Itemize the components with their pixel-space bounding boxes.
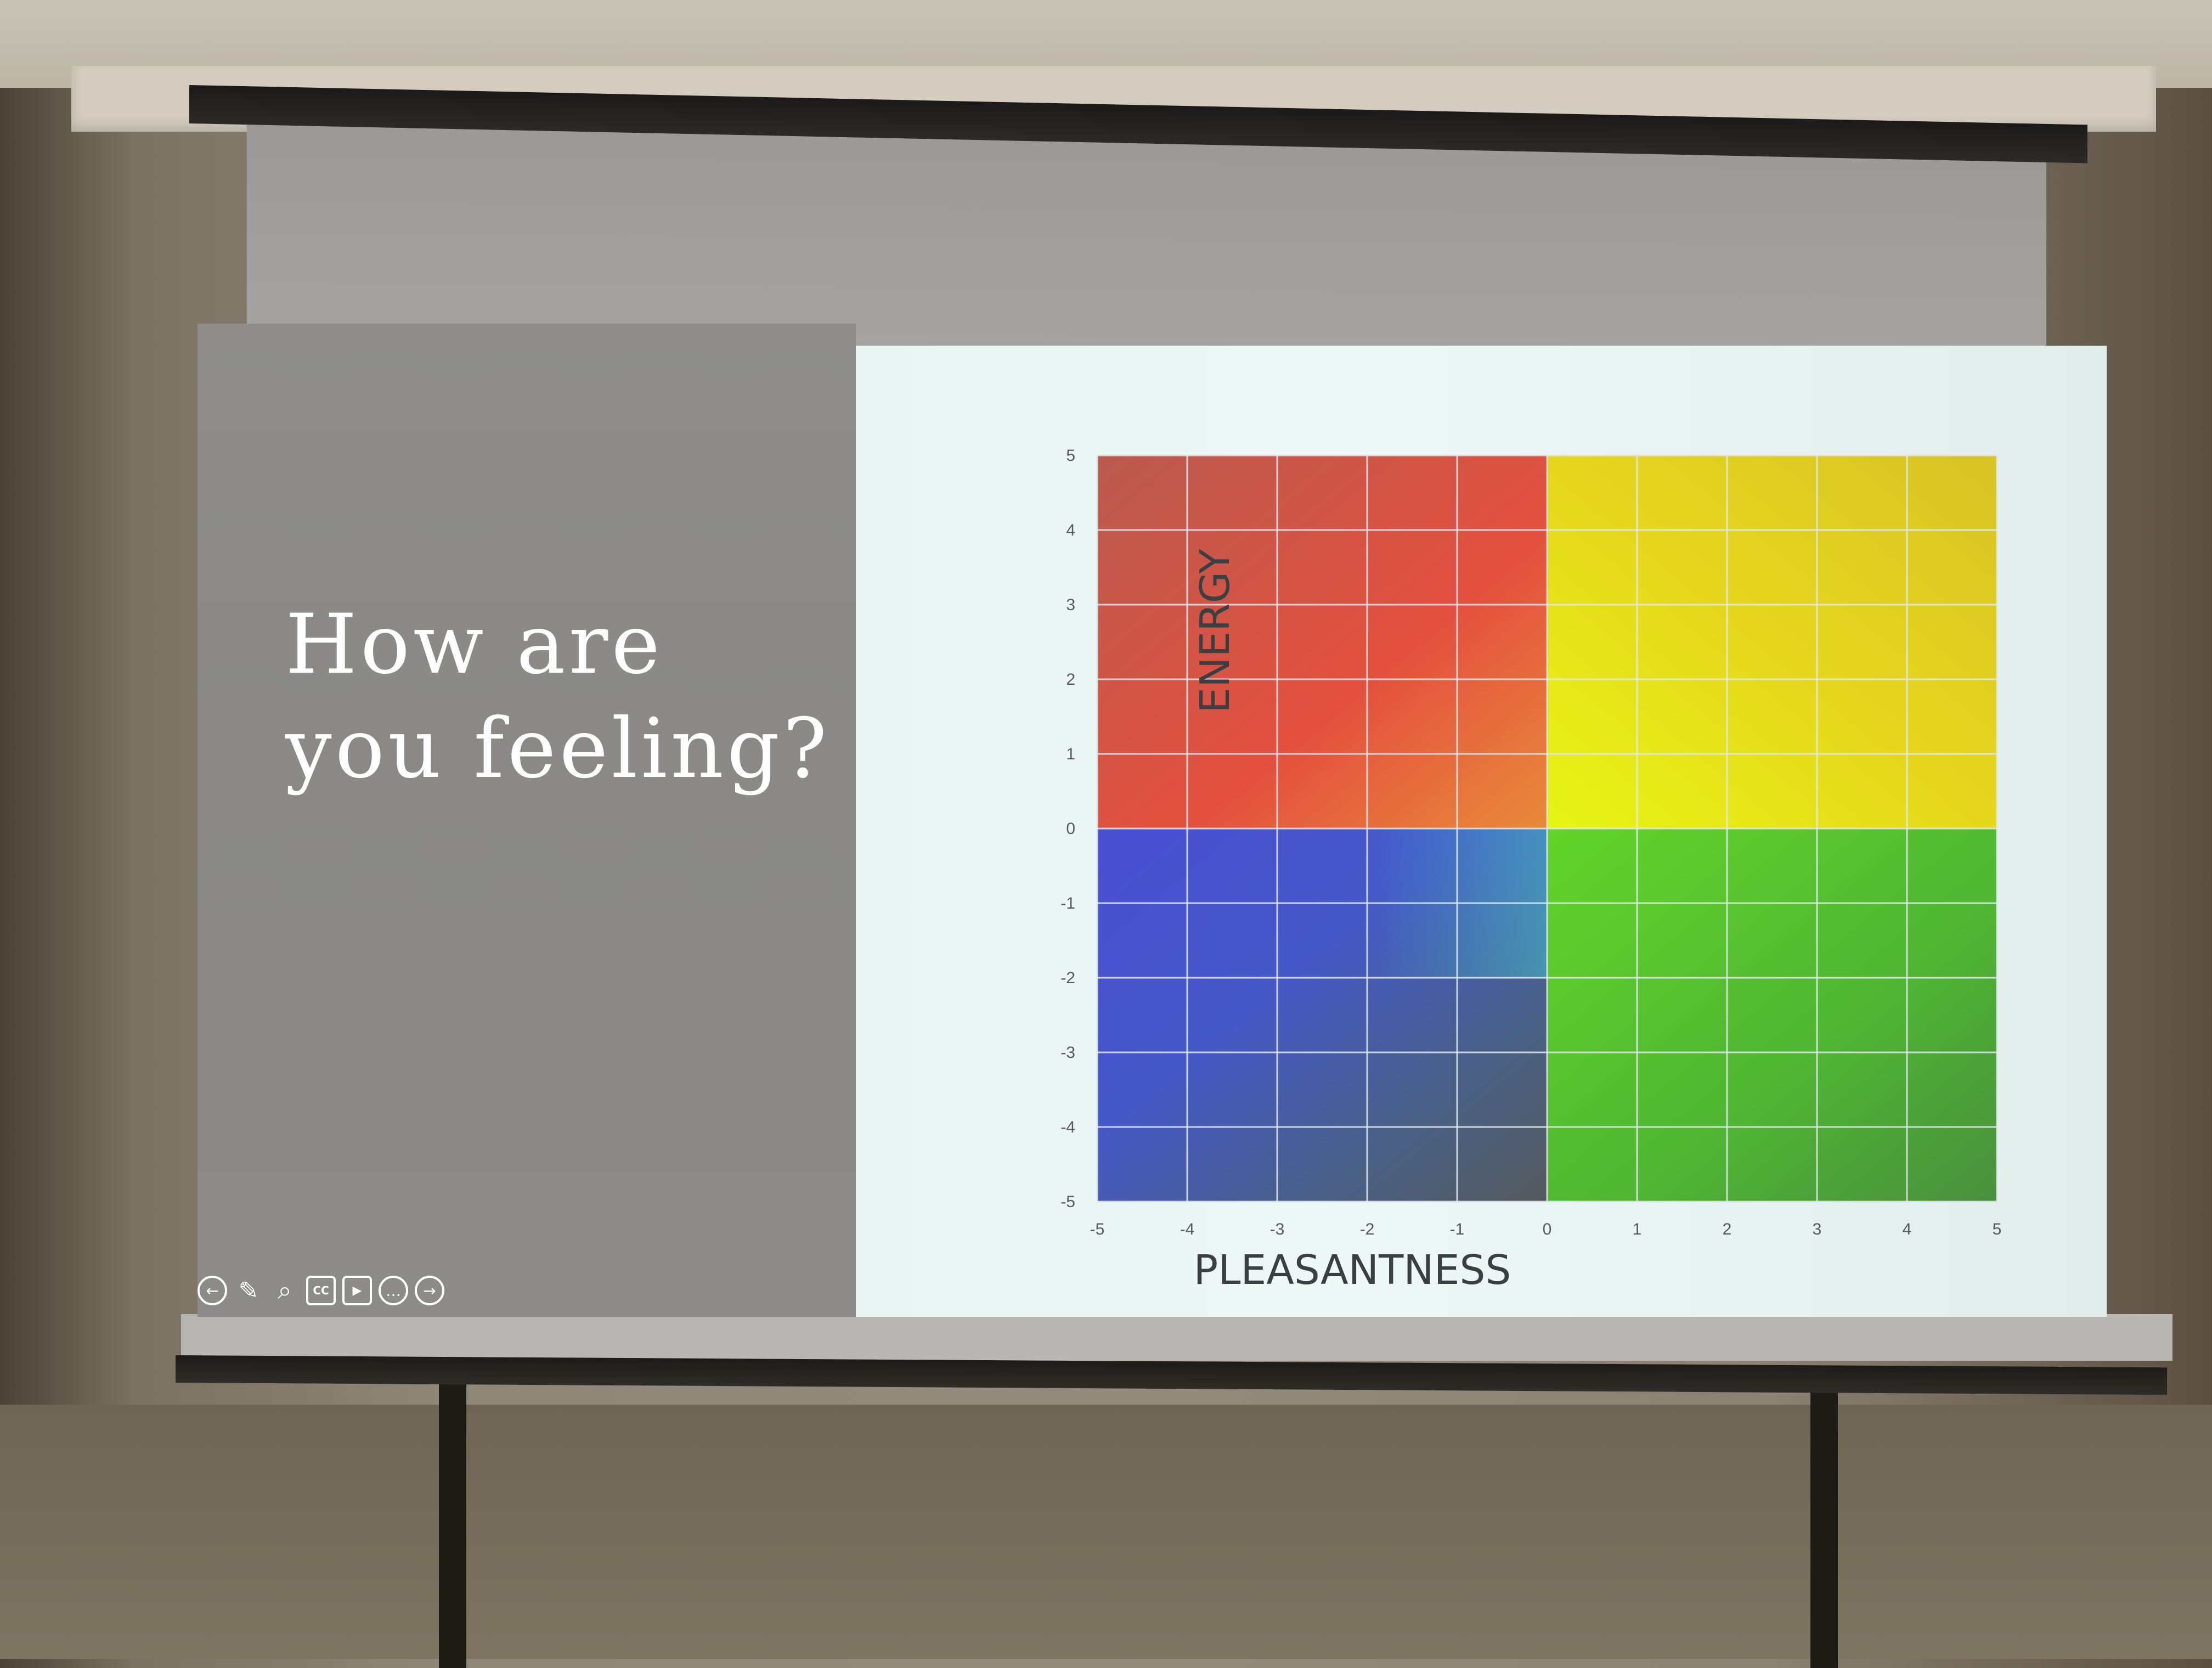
x-tick-label: 0 <box>1543 1220 1552 1238</box>
mood-meter-chart: -5 -4 -3 -2 -1 0 1 2 3 4 5 5 4 3 2 1 0 -1 -2 -3 -4 -5 PLEASA… <box>1060 447 2002 1294</box>
x-tick-label: -4 <box>1180 1220 1195 1238</box>
quadrant-low-energy-pleasant <box>1547 829 1997 1202</box>
x-tick-label: -3 <box>1270 1220 1285 1238</box>
y-axis-ticks: 5 4 3 2 1 0 -1 -2 -3 -4 -5 <box>1060 447 1075 1211</box>
y-tick-label: 3 <box>1066 596 1075 614</box>
cc-icon: CC <box>313 1284 329 1297</box>
y-tick-label: -5 <box>1060 1193 1075 1211</box>
x-tick-label: 3 <box>1813 1220 1822 1238</box>
slide-left-panel: How are you feeling? ← ✎ ⌕ CC ▶ … → <box>198 324 856 1317</box>
presenter-toolbar: ← ✎ ⌕ CC ▶ … → <box>198 1273 444 1308</box>
screen-bottom-bar <box>176 1355 2167 1395</box>
ellipsis-circle-icon: … <box>386 1281 401 1300</box>
slide-title-line-1: How are <box>285 597 664 692</box>
captions-button[interactable]: CC <box>306 1276 336 1305</box>
y-tick-label: -3 <box>1060 1044 1075 1062</box>
zoom-button[interactable]: ⌕ <box>270 1275 300 1305</box>
slide-title: How are you feeling? <box>285 593 834 801</box>
arrow-right-circle-icon: → <box>423 1281 436 1300</box>
stand-post-right <box>1810 1383 1838 1668</box>
y-axis-label: ENERGY <box>1192 549 1239 713</box>
more-options-button[interactable]: … <box>379 1276 408 1305</box>
y-tick-label: -4 <box>1060 1118 1075 1136</box>
y-tick-label: 1 <box>1066 745 1075 763</box>
arrow-left-circle-icon: ← <box>206 1281 219 1300</box>
x-tick-label: 1 <box>1633 1220 1642 1238</box>
x-tick-label: 2 <box>1723 1220 1732 1238</box>
x-axis-ticks: -5 -4 -3 -2 -1 0 1 2 3 4 5 <box>1090 1220 2002 1238</box>
x-tick-label: 5 <box>1993 1220 2002 1238</box>
y-tick-label: 4 <box>1066 521 1075 539</box>
slide-title-line-2: you feeling? <box>285 701 831 797</box>
presentation-slide: How are you feeling? ← ✎ ⌕ CC ▶ … → <box>198 324 2107 1317</box>
slide-right-panel: -5 -4 -3 -2 -1 0 1 2 3 4 5 5 4 3 2 1 0 -1 -2 -3 -4 -5 PLEASA… <box>856 346 2107 1317</box>
previous-slide-button[interactable]: ← <box>198 1276 227 1305</box>
x-tick-label: 4 <box>1903 1220 1912 1238</box>
wall-bottom <box>0 1405 2212 1659</box>
y-tick-label: -1 <box>1060 894 1075 912</box>
chart-quadrants <box>1097 455 1997 1202</box>
projection-screen-bottom <box>181 1314 2172 1361</box>
video-camera-icon: ▶ <box>352 1283 362 1298</box>
y-tick-label: 5 <box>1066 447 1075 465</box>
magnifier-icon: ⌕ <box>278 1275 292 1305</box>
next-slide-button[interactable]: → <box>415 1276 444 1305</box>
stand-post-left <box>439 1383 466 1668</box>
x-tick-label: -2 <box>1360 1220 1375 1238</box>
y-tick-label: 2 <box>1066 670 1075 689</box>
pencil-icon: ✎ <box>238 1276 259 1305</box>
y-tick-label: 0 <box>1066 820 1075 838</box>
x-tick-label: -1 <box>1450 1220 1465 1238</box>
x-axis-label: PLEASANTNESS <box>1194 1247 1511 1294</box>
quadrant-high-energy-pleasant <box>1547 455 1997 829</box>
camera-button[interactable]: ▶ <box>342 1276 372 1305</box>
x-tick-label: -5 <box>1090 1220 1105 1238</box>
pen-button[interactable]: ✎ <box>234 1276 263 1305</box>
quadrant-high-energy-unpleasant <box>1097 455 1547 829</box>
chart-gridlines <box>1096 454 1998 1203</box>
y-tick-label: -2 <box>1060 969 1075 987</box>
